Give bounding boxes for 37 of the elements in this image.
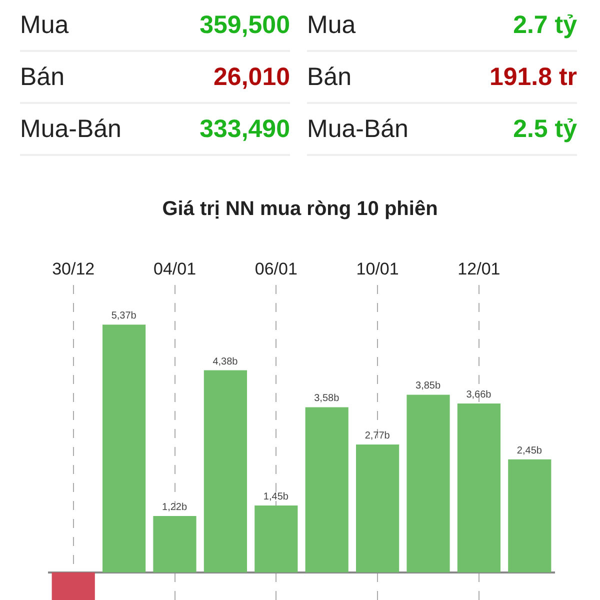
- category-label: Bán: [20, 62, 64, 92]
- chart-title: Giá trị NN mua ròng 10 phiên: [162, 198, 438, 220]
- bar: [52, 572, 95, 600]
- text: 359,500: [200, 10, 290, 38]
- data-label: 3,85b: [416, 380, 441, 392]
- text: 191.8 tr: [489, 62, 577, 90]
- text: 2.5 tỷ: [513, 114, 577, 142]
- data-label: 2,45b: [516, 445, 542, 456]
- data-label: 3,66b: [466, 390, 492, 401]
- x-tick-label: 30/12: [52, 260, 95, 279]
- text: 2.7 tỷ: [513, 10, 577, 38]
- category-label: Mua: [307, 10, 356, 40]
- bar: [457, 404, 500, 572]
- bar: [305, 407, 348, 572]
- x-tick-label: 12/01: [458, 260, 500, 279]
- data-label: 1,45b: [263, 491, 289, 502]
- x-tick-label: 06/01: [254, 260, 298, 279]
- data-label: 3,58b: [314, 393, 340, 404]
- category-label: Mua: [20, 10, 69, 40]
- bar: [254, 505, 298, 572]
- category-label: Bán: [307, 62, 352, 92]
- category-label: Mua-Bán: [307, 114, 408, 144]
- x-tick-label: 04/01: [153, 260, 196, 279]
- text: 333,490: [200, 114, 290, 142]
- text: 26,010: [214, 62, 290, 90]
- bar: [102, 324, 146, 572]
- data-label: 4,38b: [212, 356, 238, 368]
- bar: [356, 444, 400, 572]
- bar: [204, 370, 247, 572]
- bar: [153, 516, 196, 572]
- x-tick-label: 10/01: [356, 260, 399, 279]
- data-label: 2,77b: [364, 430, 390, 442]
- category-label: Mua-Bán: [20, 114, 122, 144]
- data-label: 5,37b: [111, 310, 137, 322]
- bar: [406, 394, 450, 572]
- data-label: 1,22b: [162, 502, 188, 514]
- bar: [508, 459, 552, 572]
